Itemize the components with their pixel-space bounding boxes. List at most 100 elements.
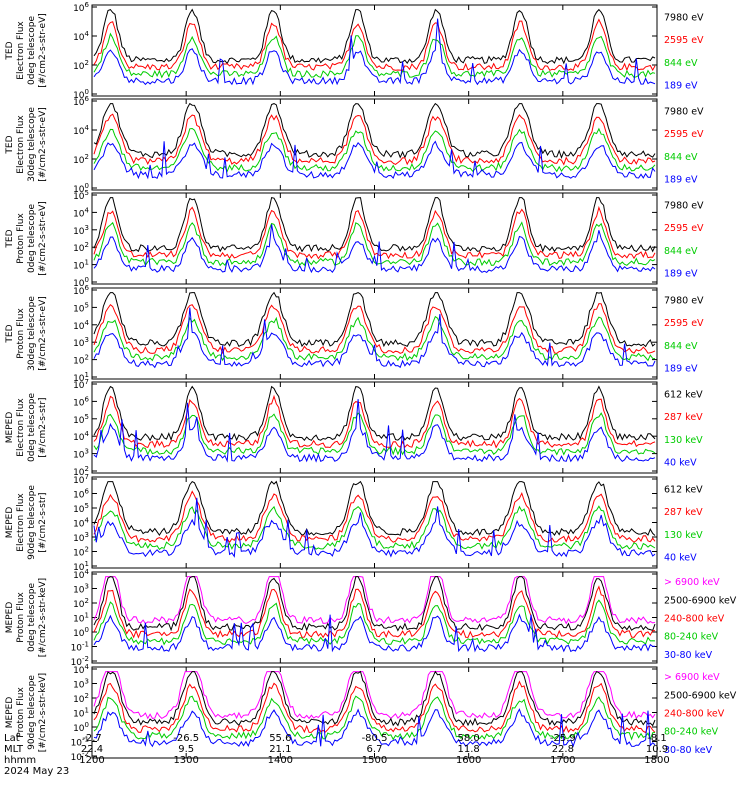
legend-entry: 240-800 keV — [664, 709, 725, 720]
legend-entry: 189 eV — [664, 364, 698, 375]
series-line — [93, 385, 656, 442]
y-tick-label: 106 — [73, 488, 89, 501]
y-tick-label: 10-1 — [71, 641, 89, 654]
series-line — [93, 585, 656, 639]
y-axis-label-line: 0deg telescope — [27, 204, 37, 274]
series-line — [93, 576, 656, 632]
legend-entry: 612 keV — [664, 389, 703, 400]
series-line — [93, 291, 656, 348]
legend-entry: 189 eV — [664, 81, 698, 92]
y-axis-label-line: [#/cm2-s-str-eV] — [38, 201, 48, 276]
legend-entry: 287 keV — [664, 412, 703, 423]
y-axis-label-line: [#/cm2-s-str-eV] — [38, 107, 48, 182]
y-tick-label: 105 — [73, 301, 89, 314]
x-tick-mlt: 6.7 — [367, 744, 383, 755]
x-tick-hhmm: 1700 — [550, 755, 575, 766]
legend-entry: 287 keV — [664, 507, 703, 518]
legend-entry: 2500-6900 keV — [664, 595, 737, 606]
y-tick-label: 100 — [73, 721, 89, 734]
y-tick-label: 104 — [73, 124, 89, 137]
y-axis-label-line: TED — [5, 324, 15, 343]
y-axis-label-line: MEPED — [5, 507, 15, 539]
series-line — [93, 399, 656, 463]
legend-entry: 30-80 keV — [664, 650, 713, 661]
y-axis-label-line: [#/cm2-s-str-eV] — [38, 296, 48, 371]
x-axis-row-label: MLT — [4, 744, 24, 755]
x-tick-hhmm: 1600 — [456, 755, 481, 766]
y-tick-label: 103 — [73, 336, 89, 349]
y-tick-label: 106 — [73, 284, 89, 297]
legend-entry: 40 keV — [664, 553, 697, 564]
x-tick-hhmm: 1800 — [644, 755, 669, 766]
legend-entry: 844 eV — [664, 246, 698, 257]
y-tick-label: 105 — [73, 189, 89, 202]
y-axis-label-line: 30deg telescope — [27, 296, 37, 371]
legend-entry: 2595 eV — [664, 129, 704, 140]
y-axis-label-line: Electron Flux — [16, 21, 26, 80]
x-tick-lat: -80.5 — [362, 733, 388, 744]
x-tick-mlt: 21.1 — [269, 744, 291, 755]
series-line — [93, 576, 656, 625]
y-tick-label: 106 — [73, 95, 89, 108]
y-axis-label-line: Proton Flux — [16, 592, 26, 643]
y-tick-label: 103 — [73, 224, 89, 237]
y-tick-label: 101 — [73, 612, 89, 625]
y-tick-label: 107 — [73, 378, 89, 391]
y-tick-label: 102 — [73, 546, 89, 559]
x-axis-row-label: 2024 May 23 — [4, 766, 69, 777]
series-line — [93, 224, 656, 274]
series-line — [93, 599, 656, 646]
x-tick-hhmm: 1400 — [268, 755, 293, 766]
series-line — [93, 127, 656, 173]
x-tick-lat: 58.0 — [458, 733, 480, 744]
series-line — [93, 671, 656, 720]
legend-entry: 189 eV — [664, 175, 698, 186]
y-axis-label-line: MEPED — [5, 602, 15, 634]
y-axis-label-line: Proton Flux — [16, 687, 26, 738]
legend-entry: 612 keV — [664, 484, 703, 495]
series-line — [93, 315, 656, 362]
x-tick-lat: -26.5 — [173, 733, 199, 744]
x-tick-hhmm: 1500 — [362, 755, 387, 766]
legend-entry: 7980 eV — [664, 12, 704, 23]
series-line — [93, 32, 656, 79]
x-axis-row-label: hhmm — [4, 755, 36, 766]
series-line — [93, 102, 656, 159]
y-tick-label: 104 — [73, 568, 89, 581]
y-tick-label: 102 — [73, 59, 89, 72]
panel-frame — [91, 287, 658, 380]
x-tick-lat: 55.6 — [269, 733, 291, 744]
y-tick-label: 10-2 — [71, 655, 89, 668]
y-tick-label: 101 — [73, 707, 89, 720]
y-tick-label: 104 — [73, 319, 89, 332]
legend-entry: 2595 eV — [664, 223, 704, 234]
y-axis-label-line: 0deg telescope — [27, 393, 37, 463]
y-axis-label-line: TED — [5, 135, 15, 154]
y-tick-label: 100 — [73, 276, 89, 289]
series-line — [93, 196, 656, 253]
y-axis-label-line: TED — [5, 229, 15, 248]
x-tick-mlt: 10.9 — [646, 744, 668, 755]
series-line — [93, 505, 656, 551]
series-line — [93, 708, 656, 748]
legend-entry: 130 keV — [664, 530, 703, 541]
legend-entry: 7980 eV — [664, 295, 704, 306]
y-tick-label: 105 — [73, 413, 89, 426]
y-tick-label: 106 — [73, 395, 89, 408]
y-axis-label-line: Electron Flux — [16, 398, 26, 457]
y-tick-label: 102 — [73, 153, 89, 166]
series-line — [93, 18, 656, 86]
series-line — [93, 394, 656, 449]
legend-entry: 7980 eV — [664, 106, 704, 117]
y-axis-label-line: 90deg telescope — [27, 675, 37, 750]
series-line — [93, 497, 656, 558]
y-axis-label-line: [#/cm2-s-str-keV] — [38, 673, 48, 752]
x-tick-mlt: 9.5 — [178, 744, 194, 755]
y-tick-label: 104 — [73, 30, 89, 43]
y-tick-label: 100 — [73, 88, 89, 101]
series-line — [93, 670, 656, 727]
series-line — [93, 412, 656, 456]
y-tick-label: 103 — [73, 678, 89, 691]
